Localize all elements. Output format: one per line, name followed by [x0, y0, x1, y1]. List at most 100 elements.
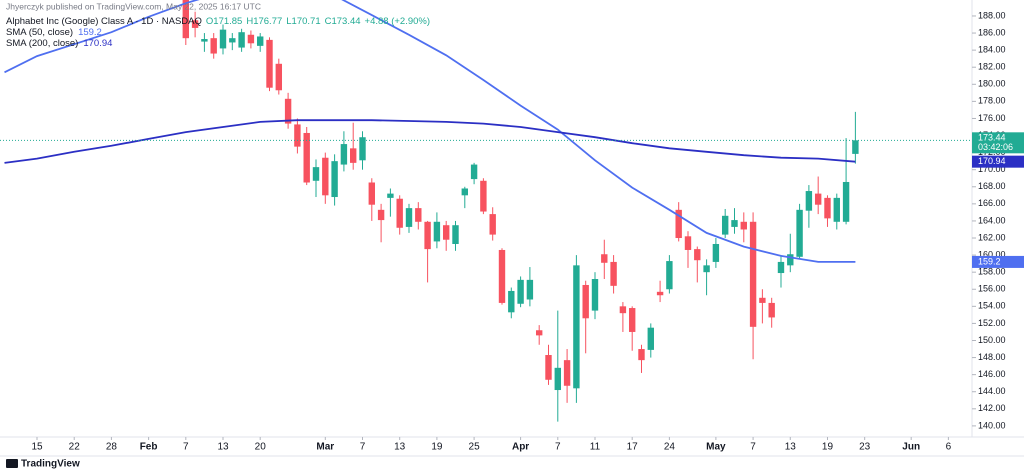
candle-body: [322, 157, 329, 196]
legend-sma200: SMA (200, close) 170.94: [6, 38, 112, 49]
y-tick-label: 186.00: [978, 27, 1006, 37]
candle-body: [294, 124, 301, 147]
y-tick-label: 144.00: [978, 386, 1006, 396]
x-tick-label: 13: [394, 442, 406, 453]
symbol-line: Alphabet Inc (Google) Class A · 1D · NAS…: [6, 16, 430, 27]
candle-body: [554, 367, 561, 391]
candle-body: [675, 209, 682, 239]
candle-body: [405, 208, 413, 227]
candle-body: [415, 208, 422, 222]
x-tick-label: 19: [822, 442, 834, 453]
x-tick-label: Apr: [512, 442, 529, 453]
y-tick-label: 164.00: [978, 215, 1006, 225]
candle-body: [852, 140, 859, 154]
y-tick-label: 166.00: [978, 198, 1006, 208]
logo-icon: [6, 459, 18, 468]
candle-body: [508, 290, 515, 313]
y-tick-label: 184.00: [978, 45, 1006, 55]
x-tick-label: 11: [590, 442, 601, 453]
y-tick-label: 146.00: [978, 369, 1006, 379]
candle-body: [191, 20, 199, 28]
sma-line: [4, 0, 856, 263]
ohlc-high: H176.77: [246, 16, 282, 27]
candle-body: [703, 265, 710, 273]
y-tick-label: 170.00: [978, 164, 1006, 174]
x-tick-label: 22: [69, 442, 81, 453]
candle-body: [842, 181, 850, 222]
candle-body: [368, 182, 376, 205]
x-tick-label: Jun: [902, 442, 920, 453]
candle-body: [229, 38, 236, 43]
x-tick-label: 25: [469, 442, 481, 453]
candle-body: [350, 148, 357, 163]
legend-sma50: SMA (50, close) 159.2: [6, 27, 102, 38]
footer-logo: TradingView: [6, 459, 80, 470]
candle-body: [331, 161, 338, 198]
y-tick-label: 160.00: [978, 249, 1006, 259]
candle-body: [814, 193, 822, 205]
y-tick-label: 152.00: [978, 318, 1006, 328]
candle-body: [526, 279, 534, 300]
plot-area: [0, 0, 972, 422]
candle-body: [777, 261, 785, 274]
candle-body: [359, 137, 366, 161]
candle-body: [731, 220, 738, 227]
candle-body: [377, 209, 385, 221]
candle-body: [805, 191, 813, 211]
symbol: Alphabet Inc (Google) Class A · 1D · NAS…: [6, 16, 202, 27]
x-tick-label: 28: [106, 442, 118, 453]
candle-body: [601, 254, 608, 263]
sma-price-label: 170.94: [978, 156, 1006, 166]
candle-body: [219, 29, 227, 49]
candle-body: [582, 284, 589, 319]
y-tick-label: 162.00: [978, 232, 1006, 242]
x-tick-label: 7: [750, 442, 756, 453]
candle-body: [721, 215, 729, 235]
x-tick-label: 13: [217, 442, 229, 453]
candle-body: [442, 225, 450, 240]
y-tick-label: 142.00: [978, 403, 1006, 413]
y-tick-label: 156.00: [978, 284, 1006, 294]
y-tick-label: 176.00: [978, 113, 1006, 123]
x-tick-label: 13: [785, 442, 797, 453]
sma-price-box: [972, 155, 1024, 168]
ohlc-change: +4.88 (+2.90%): [365, 16, 431, 27]
candle-body: [619, 306, 627, 314]
candle-body: [610, 261, 617, 286]
candle-body: [396, 198, 403, 228]
candle-body: [517, 279, 524, 304]
candle-body: [768, 302, 775, 318]
candle-body: [638, 349, 645, 361]
candle-body: [284, 98, 292, 124]
x-tick-label: 15: [31, 442, 43, 453]
candle-body: [452, 225, 459, 244]
candle-body: [712, 243, 720, 262]
candle-body: [498, 249, 506, 303]
sma-price-label: 159.2: [978, 256, 1001, 266]
y-tick-label: 140.00: [978, 420, 1006, 430]
countdown: 03:42:06: [978, 142, 1013, 152]
last-price-label: 173.44: [978, 133, 1006, 143]
x-tick-label: Feb: [140, 442, 158, 453]
x-tick-label: Mar: [316, 442, 334, 453]
legend-value: 170.94: [83, 38, 112, 49]
candle-body: [787, 254, 794, 266]
header: Jhyerczyk published on TradingView.com, …: [6, 1, 430, 48]
candle-body: [740, 221, 747, 230]
candle-body: [666, 261, 673, 290]
y-tick-label: 180.00: [978, 79, 1006, 89]
y-tick-label: 148.00: [978, 352, 1006, 362]
ohlc-low: L170.71: [286, 16, 320, 27]
candle-body: [275, 63, 283, 91]
y-tick-label: 188.00: [978, 10, 1006, 20]
candle-body: [535, 330, 543, 336]
candle-body: [266, 39, 273, 88]
candle-body: [424, 221, 431, 250]
candle-body: [759, 297, 766, 303]
y-tick-label: 168.00: [978, 181, 1006, 191]
x-tick-label: 20: [255, 442, 267, 453]
brand: TradingView: [21, 459, 80, 470]
candle-body: [201, 39, 208, 42]
